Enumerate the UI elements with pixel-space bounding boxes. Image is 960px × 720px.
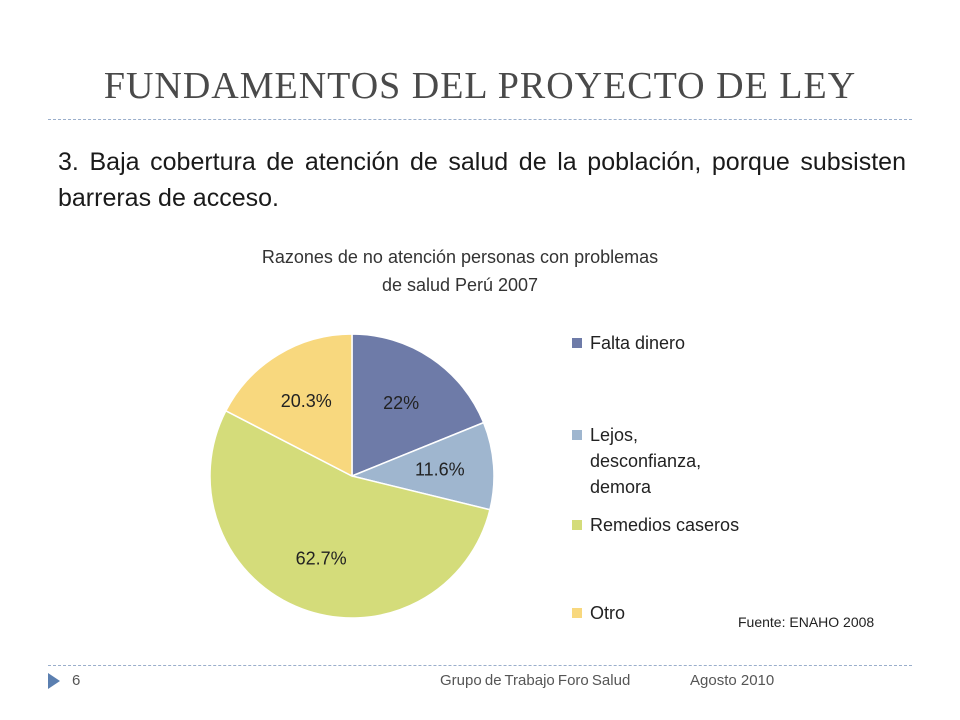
legend-label-line: Lejos,	[590, 425, 639, 445]
pie-slice-2	[209, 409, 491, 619]
slide-title: FUNDAMENTOS DEL PROYECTO DE LEY	[103, 65, 857, 107]
legend-label-line: demora	[590, 477, 652, 497]
footer-divider	[48, 665, 912, 666]
bullet-body: Baja cobertura de atención de salud de l…	[58, 148, 906, 212]
footer-date: Agosto 2010	[690, 672, 775, 689]
chart-title-line-1: Razones de no atención personas con prob…	[261, 247, 659, 267]
footer-text: Grupo de Trabajo Foro Salud	[440, 672, 631, 689]
title-divider	[48, 119, 912, 120]
legend-label: Lejos, desconfianza, demora	[590, 422, 790, 500]
slice-label-3: 20.3%	[281, 391, 332, 411]
legend-swatch	[572, 608, 582, 618]
pie-slice-3	[224, 333, 353, 478]
legend-label-line: Otro	[590, 603, 626, 623]
slice-label-2: 62.7%	[296, 548, 347, 568]
bullet-number: 3.	[58, 148, 79, 176]
slice-label-0: 22%	[383, 393, 419, 413]
legend-label-line: Falta dinero	[590, 333, 686, 353]
page-number: 6	[72, 672, 81, 689]
legend-label-line: desconfianza,	[590, 451, 702, 471]
source-note: Fuente: ENAHO 2008	[738, 614, 875, 630]
footer-arrow-icon	[48, 673, 60, 689]
legend-swatch	[572, 430, 582, 440]
chart-title-line-2: de salud Perú 2007	[381, 275, 539, 295]
bullet-point: 3. Baja cobertura de atención de salud d…	[58, 144, 906, 216]
chart-title: Razones de no atención personas con prob…	[200, 243, 720, 299]
legend-label: Remedios caseros	[590, 512, 790, 538]
legend-label: Falta dinero	[590, 330, 790, 356]
pie-chart: 22% 11.6% 62.7% 20.3%	[209, 333, 495, 619]
legend-swatch	[572, 520, 582, 530]
pie-slice-1	[349, 421, 495, 511]
legend-label: Otro	[590, 600, 790, 626]
slice-label-1: 11.6%	[415, 460, 465, 480]
pie-slice-0	[351, 333, 485, 478]
legend-swatch	[572, 338, 582, 348]
legend-label-line: Remedios caseros	[590, 515, 740, 535]
